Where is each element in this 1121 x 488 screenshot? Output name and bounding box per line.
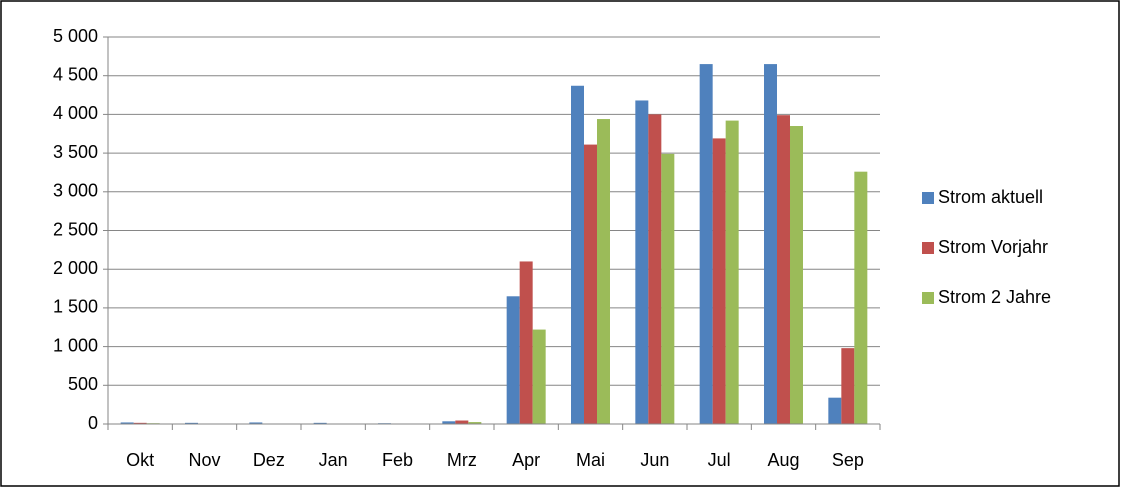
y-tick-label: 500 [68, 374, 98, 394]
x-tick-label: Jan [319, 450, 348, 470]
bar [841, 348, 855, 424]
bar [468, 422, 482, 424]
bar [584, 144, 597, 424]
y-tick-label: 2 000 [53, 258, 98, 278]
bar [828, 397, 842, 424]
bar [120, 422, 134, 424]
x-tick-label: Okt [126, 450, 154, 470]
bar [185, 422, 198, 424]
bar [777, 115, 790, 424]
bar [712, 138, 726, 425]
x-tick-label: Sep [832, 450, 864, 470]
y-tick-label: 0 [88, 413, 98, 433]
bar [725, 120, 739, 424]
bar [313, 422, 327, 424]
bar [442, 421, 456, 424]
x-tick-label: Mai [576, 450, 605, 470]
x-tick-label: Dez [253, 450, 285, 470]
x-tick-label: Nov [188, 450, 220, 470]
x-tick-label: Jul [708, 450, 731, 470]
bar [519, 261, 533, 424]
y-tick-label: 1 000 [53, 335, 98, 355]
y-tick-label: 3 000 [53, 181, 98, 201]
legend-swatch [922, 192, 934, 204]
legend-label: Strom Vorjahr [938, 237, 1048, 257]
bar [699, 64, 713, 424]
bar [854, 171, 868, 424]
legend-label: Strom 2 Jahre [938, 287, 1051, 307]
bar [532, 329, 546, 424]
bar [455, 420, 469, 424]
bar [133, 422, 147, 424]
y-tick-label: 1 500 [53, 297, 98, 317]
bar [506, 296, 520, 424]
legend-label: Strom aktuell [938, 187, 1043, 207]
y-tick-label: 5 000 [53, 26, 98, 46]
y-tick-label: 4 500 [53, 64, 98, 84]
x-tick-label: Feb [382, 450, 413, 470]
bar [764, 64, 777, 424]
legend-swatch [922, 242, 934, 254]
bar [597, 119, 610, 424]
bar [790, 126, 803, 424]
y-tick-label: 4 000 [53, 103, 98, 123]
x-tick-label: Aug [767, 450, 799, 470]
bar [249, 422, 263, 424]
bar [571, 85, 584, 425]
x-tick-label: Jun [640, 450, 669, 470]
bar [648, 114, 662, 425]
x-tick-label: Apr [512, 450, 540, 470]
bar [635, 100, 649, 424]
x-tick-label: Mrz [447, 450, 477, 470]
bar [661, 153, 675, 424]
y-tick-label: 3 500 [53, 142, 98, 162]
legend-swatch [922, 292, 934, 304]
y-tick-label: 2 500 [53, 219, 98, 239]
